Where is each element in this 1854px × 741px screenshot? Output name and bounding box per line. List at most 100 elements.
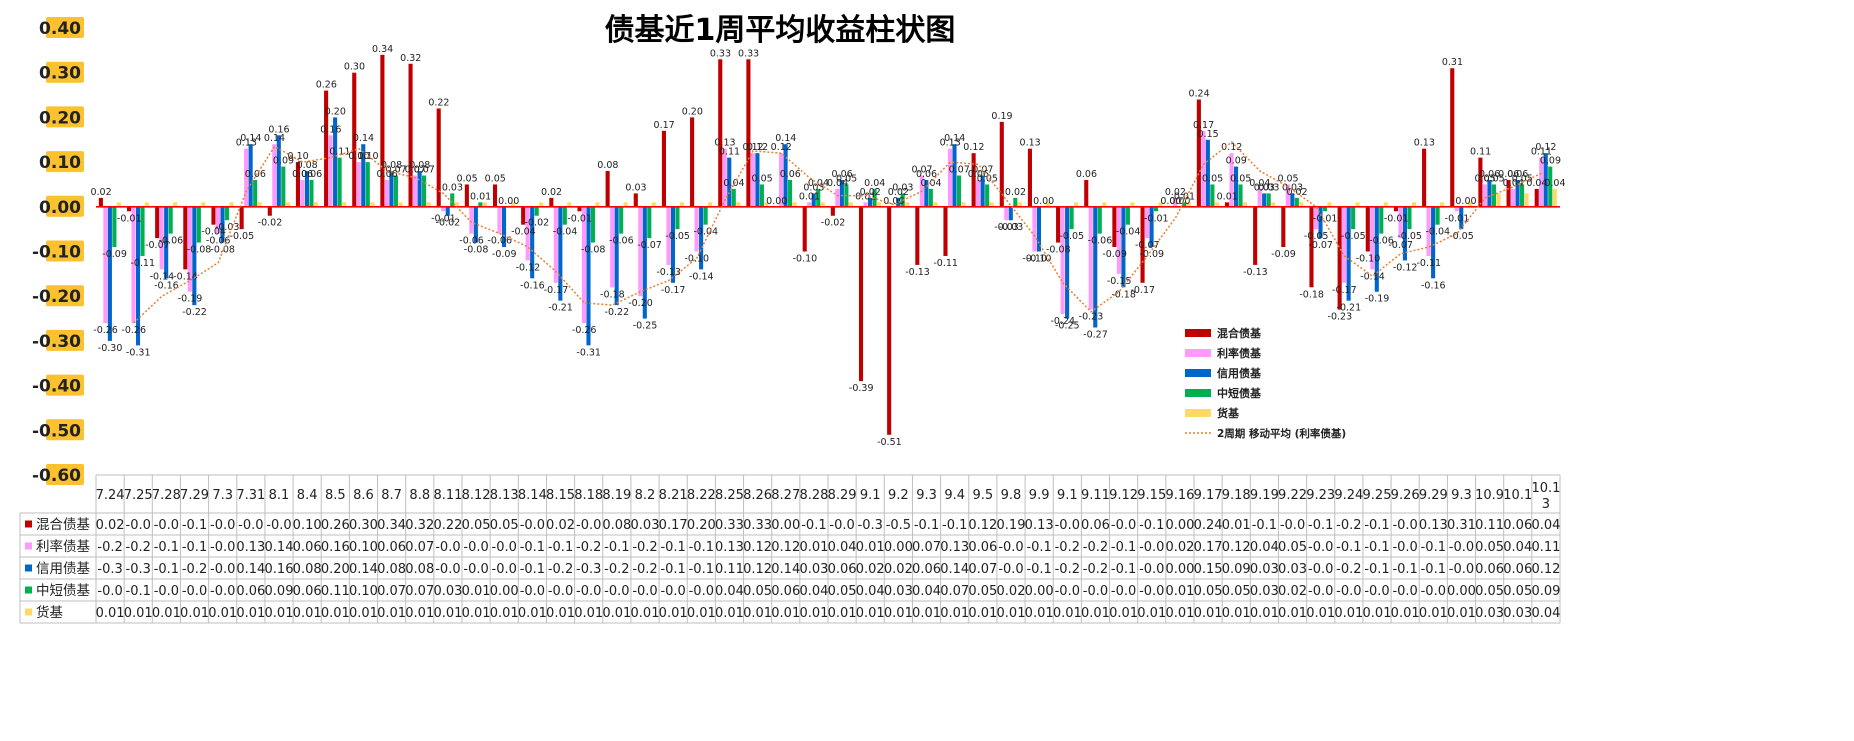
- data-label: 0.00: [1160, 196, 1181, 207]
- table-cell: -0.0: [1111, 584, 1136, 599]
- bar: [393, 175, 398, 207]
- bar: [915, 206, 920, 265]
- data-label: 0.00: [1169, 196, 1190, 207]
- data-label: 0.12: [1535, 142, 1556, 153]
- data-label: -0.14: [173, 271, 198, 282]
- category-label: 9.25: [1363, 488, 1392, 503]
- legend-swatch: [1185, 329, 1211, 337]
- bar: [229, 202, 234, 207]
- data-label: -0.22: [605, 307, 630, 318]
- table-cell: 0.06: [771, 584, 800, 599]
- bar: [370, 202, 375, 207]
- table-cell: 0.07: [940, 584, 969, 599]
- table-cell: -0.0: [1308, 562, 1333, 577]
- data-label: -0.17: [544, 285, 569, 296]
- table-cell: -0.2: [1055, 562, 1080, 577]
- bar: [1088, 206, 1093, 310]
- data-label: 0.02: [860, 187, 881, 198]
- table-cell: -0.1: [1308, 518, 1333, 533]
- category-label: 8.1: [269, 488, 290, 503]
- data-label: 0.11: [1470, 147, 1491, 158]
- legend-label: 中短债基: [1217, 386, 1262, 400]
- bar: [239, 206, 244, 230]
- bar: [1060, 206, 1065, 315]
- bar: [1539, 157, 1544, 207]
- table-cell: 0.03: [1475, 606, 1504, 621]
- table-cell: -0.5: [886, 518, 911, 533]
- bar: [567, 202, 572, 207]
- data-label: 0.30: [344, 62, 365, 73]
- data-label: 0.17: [654, 120, 675, 131]
- bar: [816, 188, 821, 207]
- table-cell: -0.0: [1111, 518, 1136, 533]
- data-label: 0.05: [1202, 173, 1223, 184]
- table-cell: -0.2: [182, 562, 207, 577]
- data-label: 0.07: [405, 165, 426, 176]
- bar: [276, 135, 281, 207]
- table-cell: -0.0: [210, 562, 235, 577]
- bar: [558, 206, 563, 301]
- bar: [1154, 206, 1159, 212]
- data-label: 0.03: [625, 182, 646, 193]
- table-cell: 0.01: [743, 606, 772, 621]
- table-cell: 0.01: [799, 540, 828, 555]
- data-label: -0.27: [1083, 329, 1108, 340]
- table-cell: 0.26: [321, 518, 350, 533]
- category-label: 9.29: [1419, 488, 1448, 503]
- table-cell: -0.0: [435, 562, 460, 577]
- bar: [116, 202, 121, 207]
- table-cell: 0.01: [771, 606, 800, 621]
- table-cell: 0.08: [602, 518, 631, 533]
- table-cell: 0.01: [1165, 584, 1194, 599]
- bar: [956, 175, 962, 207]
- bar: [539, 202, 544, 207]
- table-cell: 0.05: [1194, 584, 1223, 599]
- table-cell: -0.0: [998, 562, 1023, 577]
- y-tick-label: -0.60: [32, 466, 81, 486]
- data-label: -0.25: [633, 321, 658, 332]
- y-tick-bg: [46, 285, 84, 307]
- bar: [858, 206, 864, 382]
- table-cell: 0.01: [687, 606, 716, 621]
- table-cell: 0.06: [968, 540, 997, 555]
- data-label: -0.11: [1417, 258, 1442, 269]
- data-label: -0.16: [1421, 280, 1446, 291]
- data-label: -0.01: [1445, 213, 1470, 224]
- y-tick-bg: [46, 374, 84, 396]
- bar: [534, 206, 539, 216]
- bar: [144, 202, 150, 207]
- table-cell: 0.01: [1222, 518, 1251, 533]
- data-label: 0.13: [714, 138, 735, 149]
- bar: [1355, 202, 1360, 207]
- table-cell: 0.02: [1278, 584, 1307, 599]
- data-label: 0.13: [1414, 138, 1435, 149]
- category-label: 9.15: [1137, 488, 1166, 503]
- bar: [595, 202, 600, 207]
- table-cell: 0.01: [1137, 606, 1166, 621]
- data-label: 0.06: [780, 169, 801, 180]
- table-cell: 0.33: [715, 518, 744, 533]
- table-cell: 0.03: [1250, 562, 1279, 577]
- data-label: -0.01: [431, 213, 456, 224]
- data-label: 0.24: [1188, 89, 1209, 100]
- bar: [699, 206, 704, 270]
- table-cell: 0.01: [377, 606, 406, 621]
- bar: [1056, 206, 1061, 243]
- bar: [1411, 202, 1417, 207]
- data-label: -0.06: [206, 236, 231, 247]
- bar: [1506, 179, 1511, 207]
- bar: [1032, 206, 1037, 252]
- table-cell: 0.11: [321, 584, 350, 599]
- table-cell: 0.24: [1194, 518, 1223, 533]
- bar: [1004, 206, 1009, 221]
- bar: [750, 153, 755, 207]
- bar: [623, 202, 628, 207]
- table-cell: -0.0: [182, 584, 207, 599]
- bar: [1294, 197, 1299, 207]
- data-table: 7.24 7.25 7.28 7.29 7.3 7.31 8.1 8.4 8.5 8.6 8.7 8.…: [19, 474, 1561, 624]
- table-legend-key: [25, 564, 32, 572]
- bar: [928, 188, 933, 207]
- table-cell: 0.13: [1419, 518, 1448, 533]
- data-label: 0.03: [442, 182, 463, 193]
- data-label: -0.07: [1135, 240, 1160, 251]
